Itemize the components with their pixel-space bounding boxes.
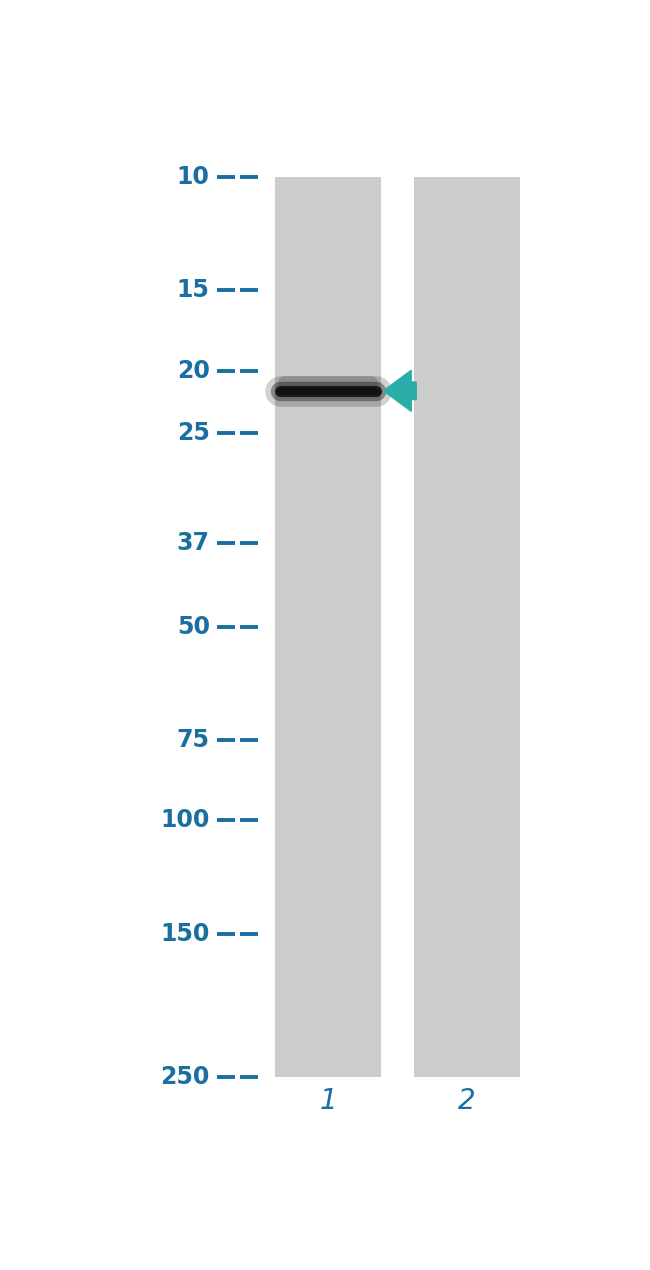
Bar <box>414 177 519 1077</box>
Text: 100: 100 <box>161 809 210 832</box>
Text: 15: 15 <box>177 278 210 302</box>
Text: 37: 37 <box>177 531 210 555</box>
Text: 20: 20 <box>177 358 210 382</box>
Bar <box>275 177 381 1077</box>
Text: 250: 250 <box>161 1064 210 1088</box>
FancyArrow shape <box>384 371 416 411</box>
Text: 50: 50 <box>177 615 210 639</box>
Text: 1: 1 <box>319 1087 337 1115</box>
Text: 75: 75 <box>177 728 210 752</box>
Text: 150: 150 <box>161 922 210 946</box>
Text: 25: 25 <box>177 420 210 444</box>
Text: 10: 10 <box>177 165 210 189</box>
Text: 2: 2 <box>458 1087 475 1115</box>
